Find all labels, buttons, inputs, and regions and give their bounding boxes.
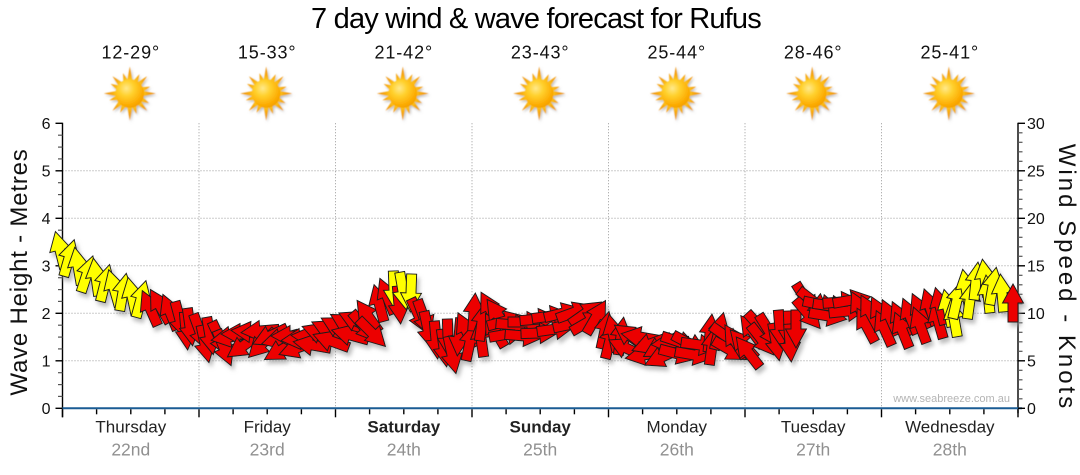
svg-text:Wave Height - Metres: Wave Height - Metres xyxy=(6,148,33,395)
svg-text:23rd: 23rd xyxy=(250,440,285,460)
svg-text:3: 3 xyxy=(42,258,51,275)
svg-text:4: 4 xyxy=(42,211,51,228)
svg-text:Sunday: Sunday xyxy=(509,418,571,437)
svg-text:Thursday: Thursday xyxy=(95,418,166,437)
svg-text:Wednesday: Wednesday xyxy=(905,418,995,437)
svg-text:6: 6 xyxy=(42,116,51,133)
svg-text:24th: 24th xyxy=(387,440,421,460)
svg-text:5: 5 xyxy=(1027,353,1036,370)
svg-text:15: 15 xyxy=(1027,258,1045,275)
svg-text:10: 10 xyxy=(1027,306,1045,323)
svg-text:20: 20 xyxy=(1027,211,1045,228)
svg-text:22nd: 22nd xyxy=(111,440,150,460)
svg-text:28-46°: 28-46° xyxy=(784,43,843,63)
svg-text:0: 0 xyxy=(1027,401,1036,418)
svg-text:15-33°: 15-33° xyxy=(238,43,297,63)
svg-text:0: 0 xyxy=(42,401,51,418)
svg-text:21-42°: 21-42° xyxy=(374,43,433,63)
svg-text:27th: 27th xyxy=(796,440,830,460)
svg-text:2: 2 xyxy=(42,306,51,323)
svg-text:Tuesday: Tuesday xyxy=(781,418,846,437)
svg-text:www.seabreeze.com.au: www.seabreeze.com.au xyxy=(892,393,1010,405)
svg-text:7 day wind & wave forecast for: 7 day wind & wave forecast for Rufus xyxy=(311,3,761,35)
svg-text:Wind Speed - Knots: Wind Speed - Knots xyxy=(1053,144,1080,411)
svg-text:Friday: Friday xyxy=(244,418,292,437)
svg-text:Saturday: Saturday xyxy=(367,418,440,437)
svg-text:25: 25 xyxy=(1027,163,1045,180)
svg-text:26th: 26th xyxy=(660,440,694,460)
svg-text:5: 5 xyxy=(42,163,51,180)
svg-text:25th: 25th xyxy=(523,440,557,460)
svg-text:25-44°: 25-44° xyxy=(647,43,706,63)
svg-text:28th: 28th xyxy=(933,440,967,460)
svg-text:12-29°: 12-29° xyxy=(101,43,160,63)
svg-text:1: 1 xyxy=(42,353,51,370)
svg-text:Monday: Monday xyxy=(647,418,708,437)
svg-text:23-43°: 23-43° xyxy=(511,43,570,63)
svg-text:25-41°: 25-41° xyxy=(920,43,979,63)
svg-text:30: 30 xyxy=(1027,116,1045,133)
